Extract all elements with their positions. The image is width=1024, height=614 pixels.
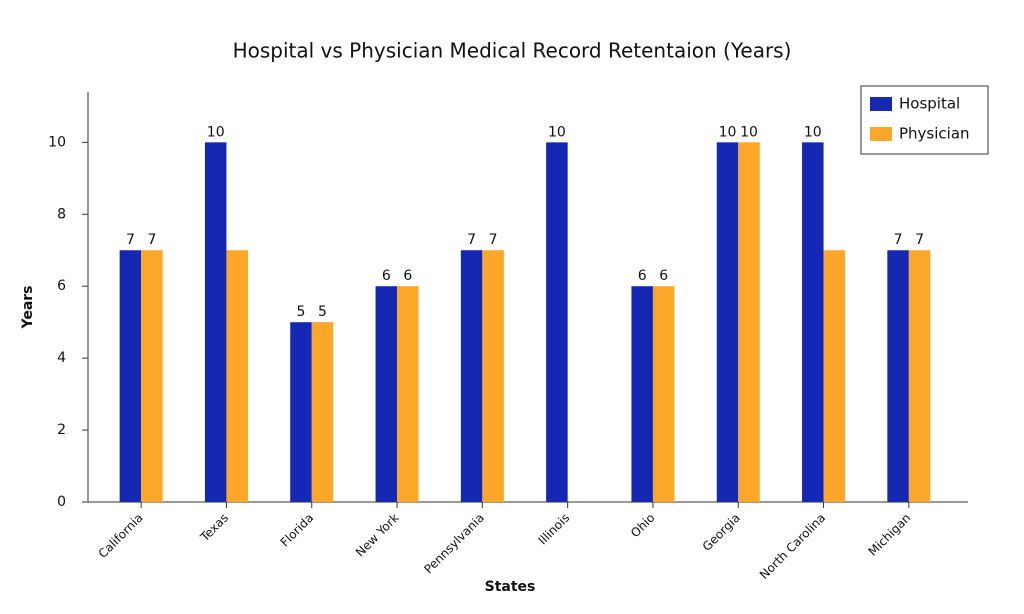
x-tick-label: Michigan	[865, 511, 913, 559]
value-label: 7	[915, 232, 924, 248]
value-label: 7	[147, 232, 156, 248]
bar	[802, 142, 824, 502]
value-label: 6	[382, 268, 391, 284]
x-tick-label: New York	[353, 511, 402, 560]
y-tick-label: 10	[48, 134, 66, 150]
y-tick-label: 0	[57, 494, 66, 510]
bar	[482, 250, 504, 502]
value-label: 7	[126, 232, 135, 248]
x-axis-label: States	[485, 579, 536, 595]
value-label: 6	[403, 268, 412, 284]
value-label: 10	[804, 124, 822, 140]
x-tick-label: Georgia	[700, 511, 743, 554]
value-label: 7	[467, 232, 476, 248]
bar	[738, 142, 760, 502]
bar	[204, 142, 227, 502]
bar	[546, 142, 568, 502]
bar	[716, 142, 739, 502]
bar	[652, 286, 675, 502]
x-tick-label: Texas	[197, 511, 231, 545]
bar	[908, 250, 931, 502]
x-tick-label: Pennsylvania	[421, 511, 487, 577]
value-label: 6	[638, 268, 647, 284]
value-label: 6	[659, 268, 668, 284]
bar	[119, 250, 142, 502]
bar	[823, 250, 846, 502]
chart-title: Hospital vs Physician Medical Record Ret…	[233, 39, 792, 63]
bar	[460, 250, 483, 502]
bar	[887, 250, 909, 502]
y-tick-label: 4	[57, 350, 66, 366]
y-tick-label: 8	[57, 206, 66, 222]
value-label: 10	[207, 124, 225, 140]
bar	[375, 286, 398, 502]
x-tick-label: California	[96, 511, 146, 561]
value-label: 10	[719, 124, 737, 140]
bar	[311, 322, 334, 502]
legend-swatch	[870, 97, 892, 111]
bar	[141, 250, 163, 502]
x-tick-label: North Carolina	[757, 511, 828, 582]
value-label: 10	[548, 124, 566, 140]
bar	[397, 286, 419, 502]
y-axis-label: Years	[20, 285, 36, 329]
value-label: 5	[297, 304, 306, 320]
legend-swatch	[870, 127, 892, 141]
value-label: 7	[894, 232, 903, 248]
x-tick-label: Illinois	[535, 511, 572, 548]
x-tick-label: Florida	[278, 511, 317, 550]
y-tick-label: 2	[57, 422, 66, 438]
bar	[290, 322, 312, 502]
value-label: 7	[489, 232, 498, 248]
bar	[631, 286, 653, 502]
legend-label: Hospital	[899, 95, 960, 113]
value-label: 10	[740, 124, 758, 140]
x-tick-label: Ohio	[628, 511, 658, 541]
bar	[226, 250, 248, 502]
value-label: 5	[318, 304, 327, 320]
y-tick-label: 6	[57, 278, 66, 294]
legend-label: Physician	[899, 125, 970, 143]
